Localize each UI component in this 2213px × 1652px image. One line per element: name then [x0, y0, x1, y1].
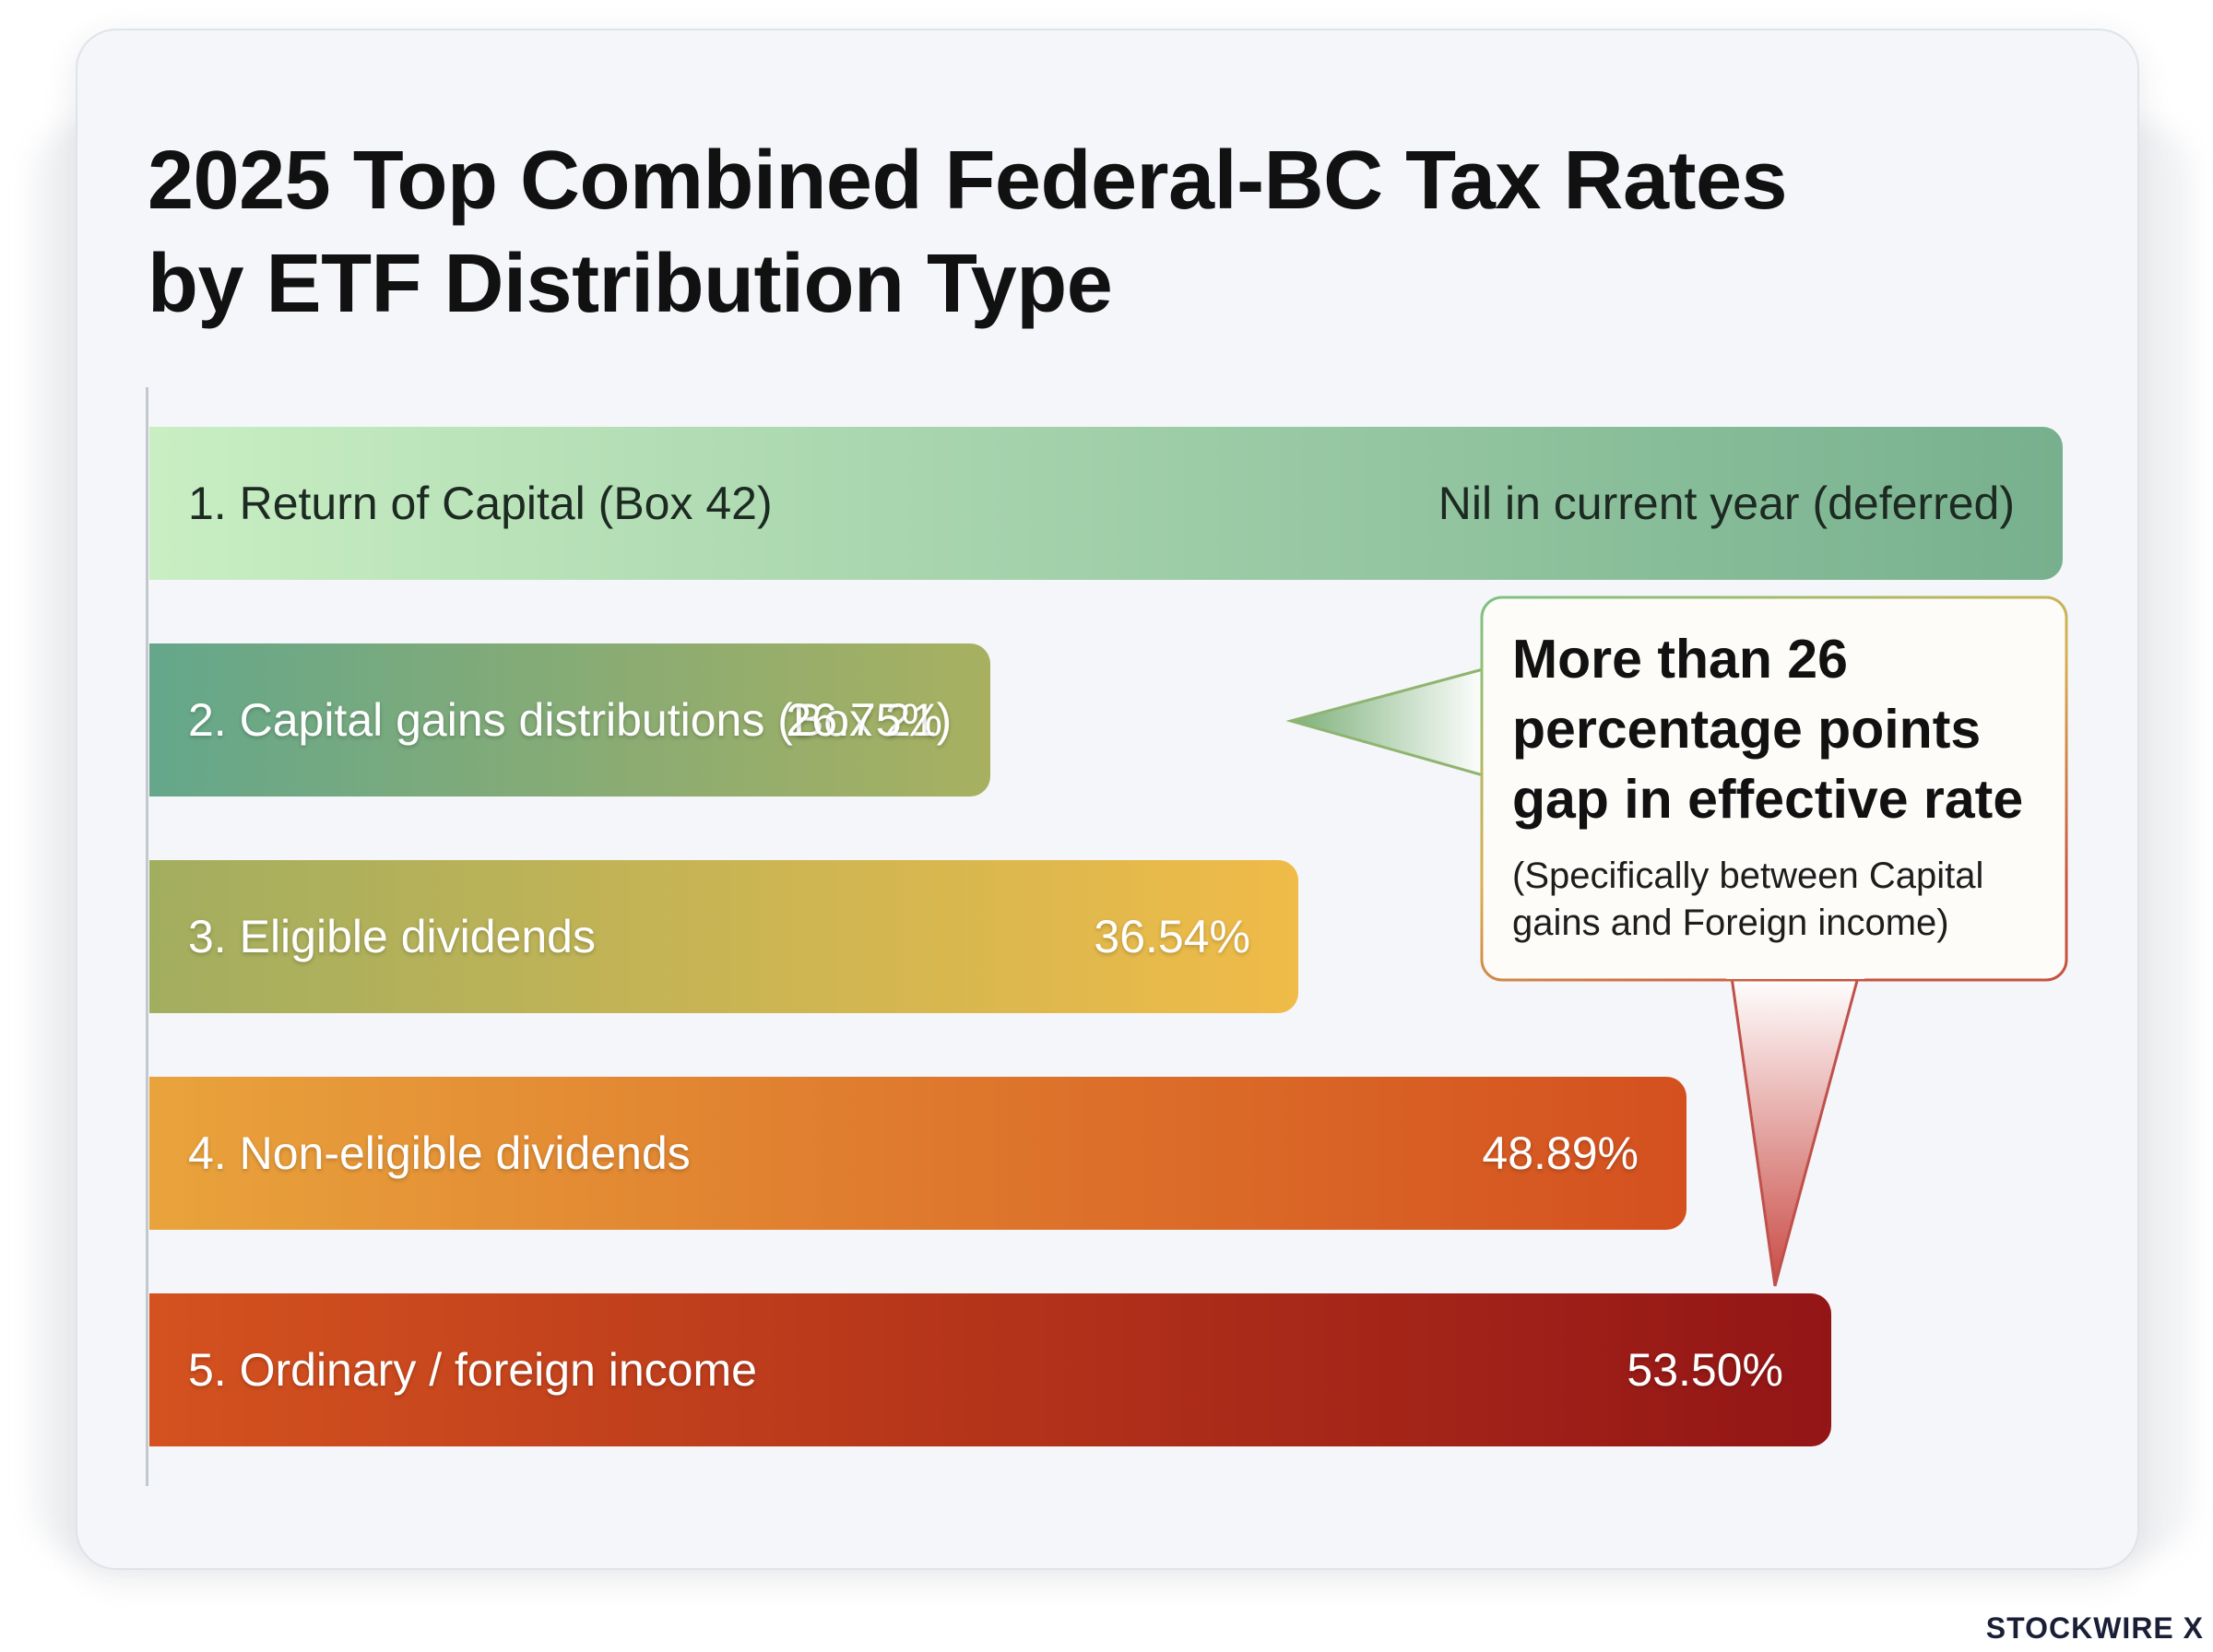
bar-value-label-5: 53.50%	[1627, 1344, 1783, 1396]
bar-label-5: 5. Ordinary / foreign income	[188, 1344, 757, 1396]
bar-value-label-4: 48.89%	[1482, 1127, 1639, 1179]
y-axis-line	[146, 387, 148, 1486]
bar-4: 4. Non-eligible dividends 48.89%	[149, 1077, 1686, 1230]
title-line-2: by ETF Distribution Type	[148, 238, 1113, 330]
bar-value-label-1: Nil in current year (deferred)	[1438, 478, 2015, 529]
callout-headline-line-2: percentage points	[1512, 699, 1982, 760]
callout-headline-line-1: More than 26	[1512, 629, 1848, 690]
bar-label-1: 1. Return of Capital (Box 42)	[188, 478, 773, 529]
brand-logo: STOCKWIRE X	[1985, 1611, 2204, 1645]
bar-5: 5. Ordinary / foreign income 53.50%	[149, 1293, 1831, 1446]
title-line-1: 2025 Top Combined Federal-BC Tax Rates	[148, 135, 1788, 227]
bar-value-label-3: 36.54%	[1094, 911, 1250, 962]
callout-headline: More than 26 percentage points gap in ef…	[1512, 624, 2065, 834]
callout-note-line-1: (Specifically between Capital	[1512, 856, 1984, 896]
callout-note-line-2: gains and Foreign income)	[1512, 903, 1949, 943]
bar-3: 3. Eligible dividends 36.54%	[149, 860, 1298, 1013]
bar-label-3: 3. Eligible dividends	[188, 911, 596, 962]
chart-title: 2025 Top Combined Federal-BC Tax Rates b…	[148, 129, 1899, 336]
bar-label-2: 2. Capital gains distributions (Box 21)	[188, 694, 953, 746]
callout-note: (Specifically between Capital gains and …	[1512, 853, 2065, 947]
bar-2: 2. Capital gains distributions (Box 21) 2…	[149, 643, 990, 796]
bar-value-label-2: 26.75%	[786, 694, 942, 746]
bar-1: 1. Return of Capital (Box 42) Nil in curr…	[149, 427, 2063, 580]
bar-label-4: 4. Non-eligible dividends	[188, 1127, 691, 1179]
callout-headline-line-3: gap in effective rate	[1512, 769, 2024, 830]
callout-text: More than 26 percentage points gap in ef…	[1512, 624, 2065, 947]
